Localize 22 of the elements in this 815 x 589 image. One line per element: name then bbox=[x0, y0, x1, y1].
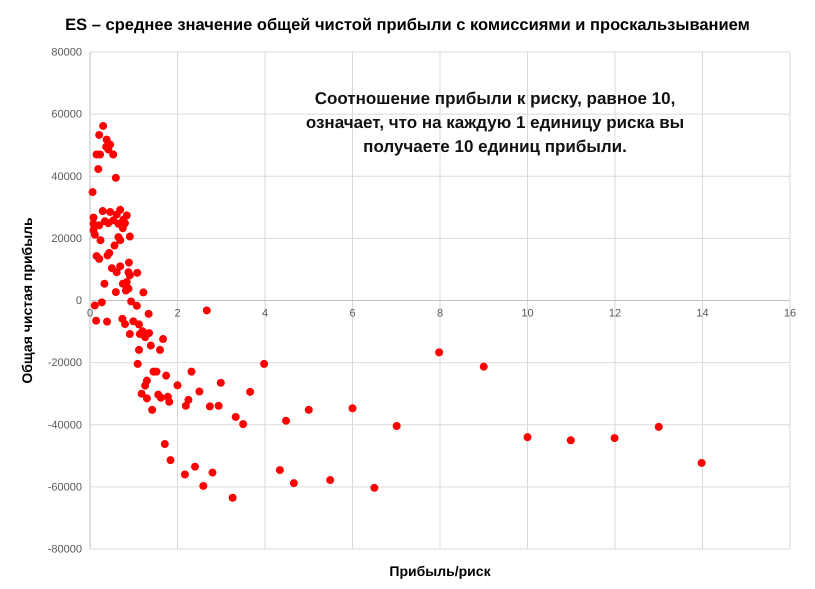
y-tick-label: 40000 bbox=[51, 170, 82, 183]
y-tick-label: -20000 bbox=[48, 357, 82, 370]
x-tick-label: 10 bbox=[521, 307, 534, 320]
x-tick-label: 8 bbox=[436, 307, 444, 320]
y-tick-label: 0 bbox=[76, 295, 82, 308]
y-tick-label: -80000 bbox=[48, 544, 82, 556]
y-tick-label: -60000 bbox=[48, 481, 82, 494]
x-tick-label: 16 bbox=[784, 307, 796, 320]
x-tick-label: 2 bbox=[174, 307, 181, 320]
y-tick-label: 20000 bbox=[51, 232, 82, 245]
y-tick-label: -40000 bbox=[48, 419, 82, 432]
x-tick-label: 0 bbox=[86, 307, 94, 320]
y-axis-title: Общая чистая прибыль bbox=[19, 216, 35, 384]
y-tick-label: 60000 bbox=[51, 108, 82, 121]
x-tick-label: 4 bbox=[262, 307, 268, 320]
annotation: Соотношение прибыли к риску, равное 10, означает, что на каждую 1 единицу риска вы получаете 10 единиц прибыли. bbox=[306, 89, 684, 156]
y-tick-label: 80000 bbox=[51, 46, 82, 59]
x-axis-title: Прибыль/риск bbox=[389, 563, 492, 579]
chart-title: ES – среднее значение общей чистой прибыли с комиссиями и проскальзыванием bbox=[65, 16, 750, 34]
x-tick-label: 12 bbox=[608, 307, 622, 320]
x-tick-label: 6 bbox=[349, 307, 356, 320]
x-tick-label: 14 bbox=[696, 307, 709, 320]
